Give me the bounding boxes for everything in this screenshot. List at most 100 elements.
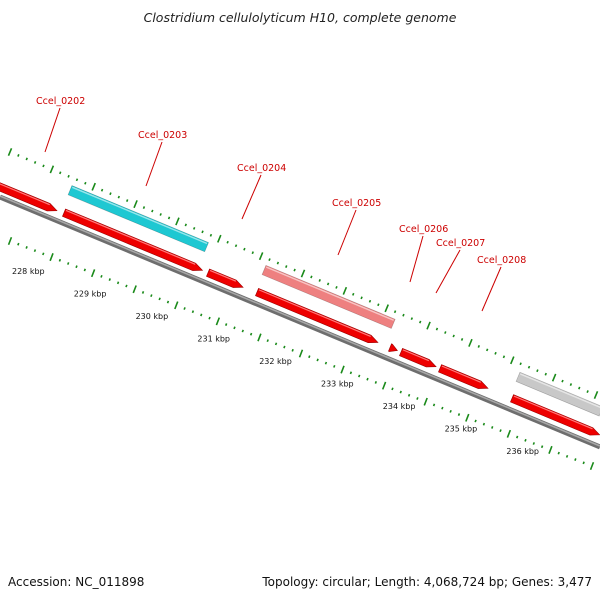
inner-tick bbox=[316, 358, 319, 362]
gene-label: Ccel_0208 bbox=[477, 255, 526, 266]
kbp-tick-label: 234 kbp bbox=[383, 402, 416, 411]
genome-title: Clostridium cellulolyticum H10, complete… bbox=[143, 10, 457, 25]
outer-tick bbox=[561, 379, 564, 383]
inner-tick bbox=[200, 313, 203, 317]
outer-tick bbox=[551, 373, 557, 382]
outer-tick bbox=[393, 310, 397, 314]
inner-tick bbox=[266, 339, 269, 343]
outer-tick bbox=[318, 279, 321, 282]
gene-arrow-0202 bbox=[0, 181, 58, 212]
inner-tick bbox=[100, 274, 103, 278]
inner-tick bbox=[298, 349, 304, 358]
inner-tick bbox=[499, 429, 502, 433]
outer-tick bbox=[243, 247, 246, 251]
backbone-highlight bbox=[0, 195, 600, 447]
highlight-bar-pink bbox=[261, 264, 396, 329]
inner-tick bbox=[49, 253, 54, 262]
inner-tick bbox=[324, 361, 328, 365]
outer-tick bbox=[17, 154, 20, 157]
inner-tick bbox=[75, 265, 78, 269]
inner-tick bbox=[141, 291, 145, 294]
outer-tick bbox=[335, 285, 338, 289]
inner-tick bbox=[423, 397, 428, 406]
inner-tick bbox=[574, 458, 577, 461]
outer-tick bbox=[25, 157, 28, 161]
kbp-tick-label: 232 kbp bbox=[259, 357, 292, 366]
outer-tick bbox=[33, 160, 37, 164]
outer-tick bbox=[342, 286, 348, 295]
outer-tick bbox=[384, 304, 389, 313]
accession-text: Accession: NC_011898 bbox=[8, 575, 145, 589]
outer-tick bbox=[117, 195, 121, 199]
inner-tick bbox=[191, 310, 195, 314]
outer-tick bbox=[142, 206, 146, 209]
inner-tick bbox=[274, 342, 278, 346]
outer-tick bbox=[192, 226, 196, 230]
outer-tick bbox=[109, 192, 112, 196]
inner-tick bbox=[132, 285, 137, 294]
gene-arrow-0206 bbox=[388, 343, 398, 352]
outer-tick bbox=[544, 372, 547, 376]
outer-tick bbox=[42, 164, 45, 168]
outer-tick bbox=[435, 327, 439, 331]
outer-tick bbox=[75, 178, 79, 182]
gene-arrow-0208 bbox=[438, 364, 489, 389]
inner-tick bbox=[67, 262, 70, 265]
inner-tick bbox=[25, 246, 28, 249]
kbp-tick-label: 228 kbp bbox=[12, 267, 45, 276]
inner-tick bbox=[532, 442, 535, 445]
inner-tick-track bbox=[7, 236, 595, 471]
inner-tick bbox=[150, 294, 153, 298]
outer-tick bbox=[460, 338, 464, 341]
inner-tick bbox=[224, 323, 228, 326]
outer-tick bbox=[426, 321, 431, 330]
outer-tick bbox=[402, 313, 405, 317]
outer-tick bbox=[91, 182, 96, 191]
inner-tick bbox=[524, 438, 527, 442]
inner-tick bbox=[291, 348, 294, 352]
gene-leader-line bbox=[435, 249, 461, 294]
inner-tick bbox=[482, 422, 486, 426]
inner-tick bbox=[548, 445, 553, 454]
inner-tick bbox=[449, 409, 452, 413]
outer-tick bbox=[569, 383, 573, 387]
outer-tick bbox=[536, 369, 539, 373]
inner-tick bbox=[308, 355, 311, 359]
inner-tick bbox=[183, 307, 186, 310]
inner-tick bbox=[58, 258, 62, 262]
highlight-bar-gray bbox=[515, 371, 600, 417]
inner-tick bbox=[349, 371, 353, 375]
outer-tick bbox=[268, 258, 271, 262]
outer-tick bbox=[410, 317, 414, 321]
inner-tick bbox=[215, 317, 221, 326]
feature-track bbox=[0, 181, 600, 436]
outer-tick bbox=[377, 303, 380, 307]
outer-tick bbox=[593, 390, 599, 400]
inner-tick bbox=[241, 329, 244, 333]
gene-leader-line bbox=[409, 235, 424, 283]
inner-tick bbox=[340, 365, 345, 374]
inner-tick bbox=[7, 236, 13, 246]
outer-tick bbox=[477, 344, 480, 348]
gene-label: Ccel_0202 bbox=[36, 96, 85, 107]
gene-callouts: Ccel_0202 Ccel_0203 Ccel_0204 Ccel_0205 Ccel… bbox=[36, 96, 526, 312]
inner-tick bbox=[474, 419, 477, 423]
outer-tick bbox=[100, 188, 104, 192]
backbone-line bbox=[0, 194, 600, 450]
inner-tick bbox=[33, 249, 37, 253]
outer-tick bbox=[326, 282, 330, 286]
outer-tick bbox=[7, 147, 13, 157]
inner-tick bbox=[374, 381, 378, 384]
genome-backbone bbox=[0, 194, 600, 450]
inner-tick bbox=[283, 345, 286, 349]
outer-tick bbox=[258, 252, 264, 261]
outer-tick bbox=[310, 275, 313, 279]
gene-arrow-0204 bbox=[206, 268, 244, 288]
outer-tick-track bbox=[7, 147, 599, 400]
inner-tick bbox=[399, 390, 402, 394]
kbp-tick-label: 231 kbp bbox=[197, 335, 230, 344]
outer-tick bbox=[49, 165, 55, 174]
inner-tick bbox=[257, 333, 262, 342]
outer-tick bbox=[444, 331, 447, 334]
